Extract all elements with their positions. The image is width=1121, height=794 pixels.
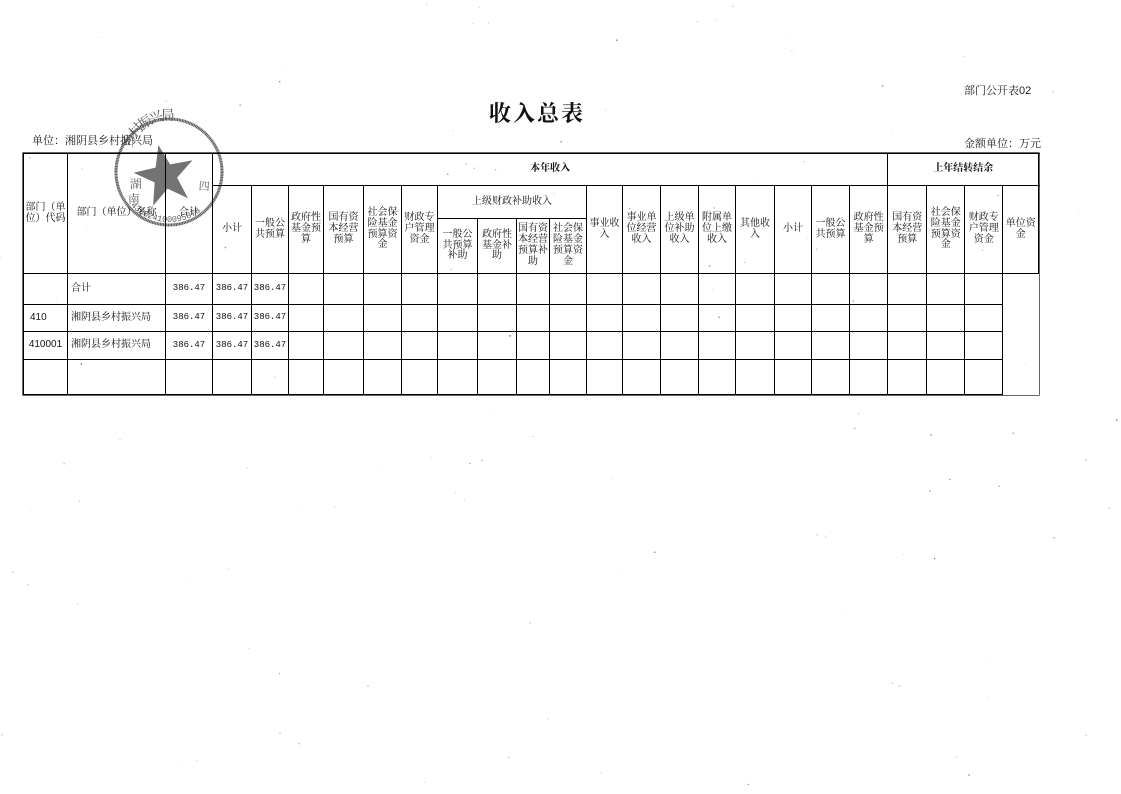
svg-text:乡村振兴局: 乡村振兴局 — [119, 107, 175, 150]
